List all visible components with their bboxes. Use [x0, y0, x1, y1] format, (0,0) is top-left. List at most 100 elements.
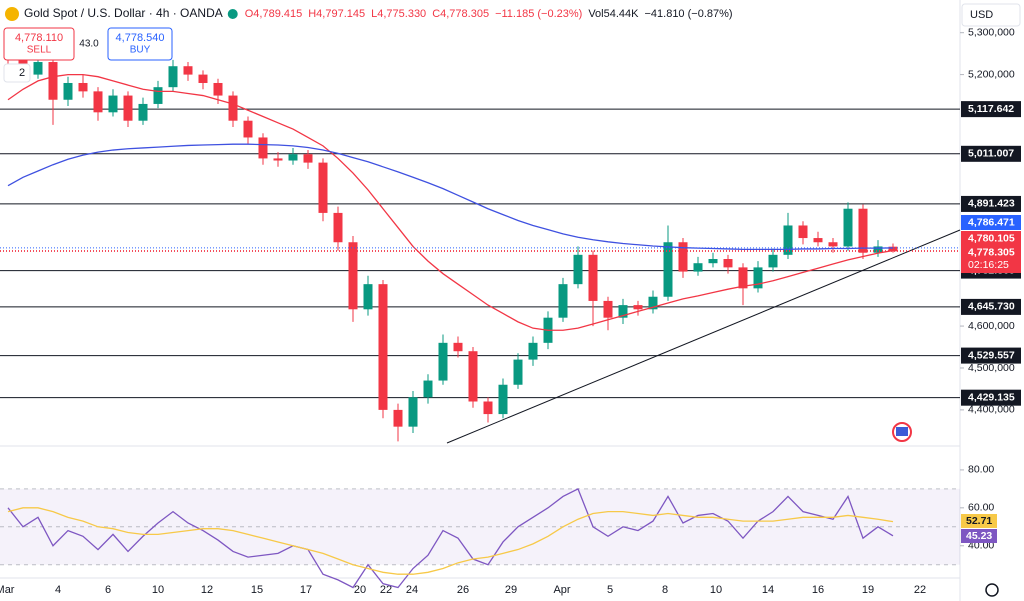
x-tick-label: 10: [710, 584, 722, 596]
y-tick-label: 4,400,000: [968, 404, 1015, 416]
x-tick-label: 4: [55, 584, 61, 596]
y-tick-label: 4,500,000: [968, 362, 1015, 374]
x-tick-label: 14: [762, 584, 774, 596]
candle-body: [483, 401, 493, 415]
moving-average: [7, 143, 894, 251]
value-tag: [961, 514, 997, 528]
candle-body: [753, 267, 763, 289]
price-tag: [961, 215, 1021, 230]
level-label: 4,529.557: [968, 349, 1015, 361]
x-tick-label: 26: [457, 584, 469, 596]
buy-label[interactable]: BUY: [130, 45, 151, 56]
sell-label[interactable]: SELL: [27, 45, 52, 56]
candle-body: [48, 62, 58, 100]
candle-body: [798, 225, 808, 239]
candle-body: [228, 95, 238, 121]
candle-body: [408, 397, 418, 427]
candle-body: [858, 208, 868, 253]
candle-body: [33, 62, 43, 75]
x-tick-label: Apr: [553, 584, 570, 596]
level-label: 5,011.007: [968, 148, 1014, 160]
candle-body: [303, 154, 313, 163]
candle-body: [333, 212, 343, 243]
rsi-line: [7, 487, 894, 589]
value-tag-label: 52.71: [966, 515, 992, 527]
candle-body: [258, 137, 268, 159]
candle-body: [768, 254, 778, 268]
indicator-badge[interactable]: [3, 63, 31, 83]
candle-body: [318, 162, 328, 213]
x-tick-label: 6: [105, 584, 111, 596]
moving-average: [7, 73, 894, 331]
candle-body: [393, 409, 403, 427]
flag-icon[interactable]: [892, 422, 912, 442]
x-tick-label: 20: [354, 584, 366, 596]
candle-body: [723, 259, 733, 268]
header-value: −41.810 (−0.87%): [644, 8, 732, 20]
candle-body: [93, 91, 103, 113]
flag[interactable]: [896, 427, 908, 436]
x-tick-label: 5: [607, 584, 613, 596]
rsi-line: [7, 507, 894, 575]
candle-body: [213, 82, 223, 96]
level-tag: [961, 389, 1021, 406]
candle-body: [498, 384, 508, 415]
candle-body: [378, 284, 388, 410]
candle-body: [123, 95, 133, 121]
currency-button[interactable]: [961, 3, 1021, 27]
x-tick-label: 22: [914, 584, 926, 596]
candle-body: [243, 120, 253, 138]
candle-body: [873, 246, 883, 253]
x-tick-label: 12: [201, 584, 213, 596]
candle-body: [693, 263, 703, 272]
price-tag: [961, 245, 1021, 273]
candle-body: [153, 87, 163, 104]
candle-body: [663, 242, 673, 297]
candle-body: [63, 82, 73, 100]
candle-body: [528, 342, 538, 360]
badge-count[interactable]: 2: [19, 67, 25, 79]
y-tick-label: 80.00: [968, 464, 994, 476]
x-tick-label: Mar: [0, 584, 15, 596]
header-value: C4,778.305: [432, 8, 489, 20]
y-tick-label: 4,600,000: [968, 320, 1015, 332]
buy-button[interactable]: [107, 27, 173, 61]
header-value: L4,775.330: [371, 8, 426, 20]
level-label: 4,891.423: [968, 198, 1015, 210]
candle-body: [198, 74, 208, 83]
level-label: 5,117.642: [968, 103, 1014, 115]
spread: 43.0: [79, 39, 99, 50]
currency[interactable]: USD: [970, 9, 993, 21]
candle-body: [888, 246, 898, 252]
candle-body: [588, 254, 598, 301]
price-tag-label: 4,786.471: [968, 216, 1015, 228]
trend-line: [446, 229, 961, 444]
y-tick-label: 5,200,000: [968, 68, 1015, 80]
x-tick-label: 16: [812, 584, 824, 596]
x-tick-label: 15: [251, 584, 263, 596]
candle-body: [813, 238, 823, 243]
buy-price[interactable]: 4,778.540: [116, 32, 165, 44]
candle-body: [828, 242, 838, 247]
x-tick-label: 29: [505, 584, 517, 596]
candle-body: [678, 242, 688, 272]
price-tag-label: 4,780.105: [968, 232, 1015, 244]
candle-body: [273, 158, 283, 161]
value-tag: [961, 529, 997, 543]
level-tag: [961, 347, 1021, 364]
settings-icon[interactable]: [985, 583, 999, 597]
candle-body: [513, 359, 523, 385]
price-tag: [961, 231, 1021, 246]
candle-body: [183, 66, 193, 75]
level-tag: [961, 101, 1021, 118]
sell-button[interactable]: [3, 27, 75, 61]
candle-body: [453, 342, 463, 352]
candle-body: [633, 305, 643, 310]
candle-body: [603, 300, 613, 318]
candle-body: [288, 154, 298, 161]
sell-price[interactable]: 4,778.110: [15, 32, 63, 44]
x-tick-label: 17: [300, 584, 312, 596]
level-tag: [961, 298, 1021, 315]
candle-body: [648, 296, 658, 310]
level-label: 4,429.135: [968, 391, 1015, 403]
